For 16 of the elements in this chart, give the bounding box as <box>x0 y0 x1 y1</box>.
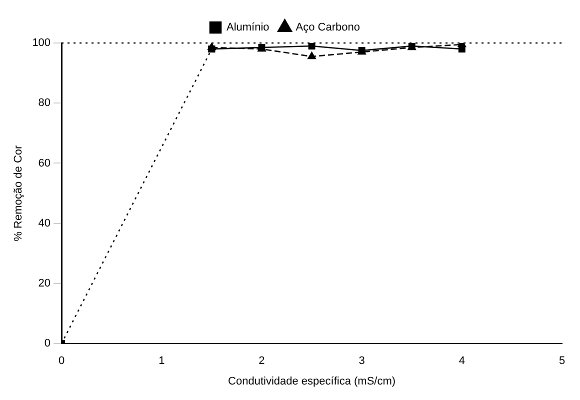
y-tick-label: 20 <box>38 278 51 290</box>
x-tick-label: 5 <box>558 355 566 368</box>
x-tick-label: 0 <box>58 355 65 368</box>
x-tick-label: 4 <box>458 355 465 368</box>
y-tick-label: 60 <box>38 157 51 170</box>
y-axis-title: % Remoção de Cor <box>12 144 25 242</box>
y-tick-label: 0 <box>44 338 51 350</box>
legend-label: Alumínio <box>226 22 270 34</box>
y-tick-label: 80 <box>38 97 51 110</box>
y-tick-label: 100 <box>32 37 51 50</box>
y-tick-label: 40 <box>38 217 51 230</box>
x-tick-label: 3 <box>358 355 365 368</box>
x-tick-label: 2 <box>258 355 265 368</box>
x-tick-label: 1 <box>158 355 165 368</box>
x-axis-title: Condutividade específica (mS/cm) <box>228 375 396 388</box>
legend-label: Aço Carbono <box>296 22 360 34</box>
